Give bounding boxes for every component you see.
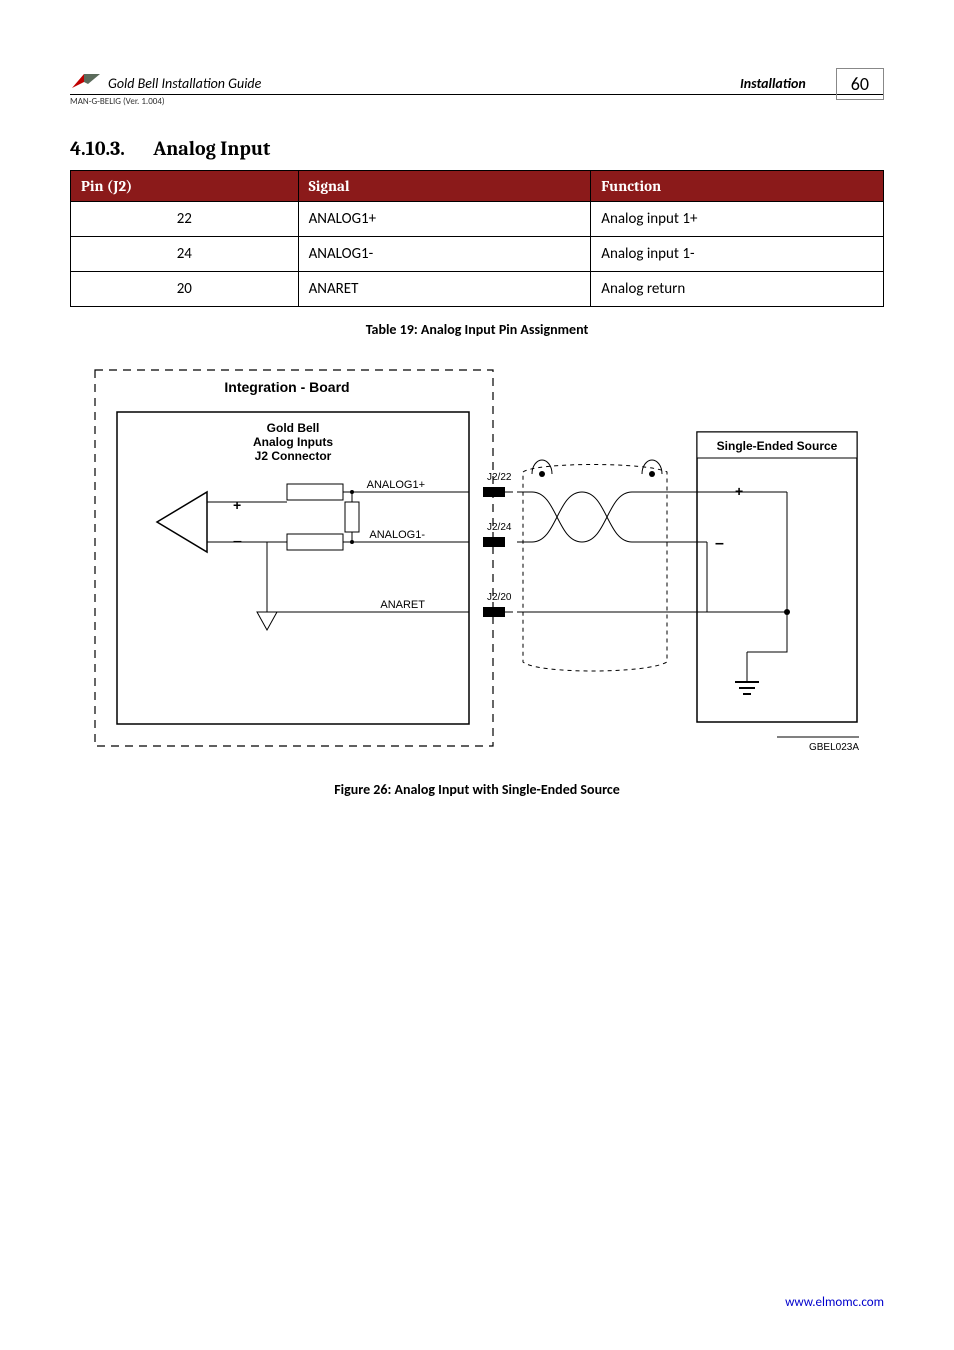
cell-pin: 22: [71, 202, 299, 237]
table-row: 24 ANALOG1- Analog input 1-: [71, 237, 884, 272]
label-analog1p: ANALOG1+: [367, 479, 425, 491]
section-number: 4.10.3.: [70, 137, 125, 160]
label-analoginputs: Analog Inputs: [253, 435, 333, 449]
cell-function: Analog return: [591, 272, 884, 307]
cell-function: Analog input 1+: [591, 202, 884, 237]
col-signal: Signal: [298, 171, 591, 202]
label-anaret: ANARET: [380, 599, 425, 611]
diagram-reference: GBEL023A: [809, 742, 859, 753]
doc-title: Gold Bell Installation Guide: [108, 75, 740, 92]
label-plus: +: [233, 497, 241, 513]
header-section-name: Installation: [740, 75, 806, 92]
label-analog1n: ANALOG1-: [369, 529, 425, 541]
label-j2-22: J2/22: [487, 472, 512, 483]
opamp-icon: [157, 492, 207, 552]
label-single-ended-source: Single-Ended Source: [717, 439, 838, 453]
section-heading: 4.10.3. Analog Input: [70, 137, 884, 160]
table-header-row: Pin (J2) Signal Function: [71, 171, 884, 202]
version-line: MAN-G-BELIG (Ver. 1.004): [70, 96, 884, 107]
cell-pin: 24: [71, 237, 299, 272]
logo-icon: [70, 70, 102, 92]
analog-input-diagram: Integration - Board Gold Bell Analog Inp…: [87, 362, 867, 767]
label-j2-20: J2/20: [487, 592, 512, 603]
label-source-minus: –: [715, 535, 724, 552]
chassis-ground-icon: [257, 612, 277, 630]
label-integration-board: Integration - Board: [224, 379, 349, 395]
label-source-plus: +: [735, 483, 743, 499]
cell-signal: ANARET: [298, 272, 591, 307]
label-goldbell: Gold Bell: [267, 421, 320, 435]
cable-shield-icon: [523, 465, 667, 672]
footer-url[interactable]: www.elmomc.com: [785, 1295, 884, 1310]
cell-function: Analog input 1-: [591, 237, 884, 272]
cell-signal: ANALOG1-: [298, 237, 591, 272]
pin-assignment-table: Pin (J2) Signal Function 22 ANALOG1+ Ana…: [70, 170, 884, 307]
table-row: 20 ANARET Analog return: [71, 272, 884, 307]
label-j2connector: J2 Connector: [255, 449, 332, 463]
page-number: 60: [836, 68, 884, 100]
cell-pin: 20: [71, 272, 299, 307]
col-function: Function: [591, 171, 884, 202]
section-title: Analog Input: [153, 137, 270, 160]
table-caption: Table 19: Analog Input Pin Assignment: [70, 321, 884, 338]
table-row: 22 ANALOG1+ Analog input 1+: [71, 202, 884, 237]
page-header: Gold Bell Installation Guide Installatio…: [70, 60, 884, 95]
col-pin: Pin (J2): [71, 171, 299, 202]
cell-signal: ANALOG1+: [298, 202, 591, 237]
label-j2-24: J2/24: [487, 522, 512, 533]
figure-caption: Figure 26: Analog Input with Single-Ende…: [70, 781, 884, 798]
